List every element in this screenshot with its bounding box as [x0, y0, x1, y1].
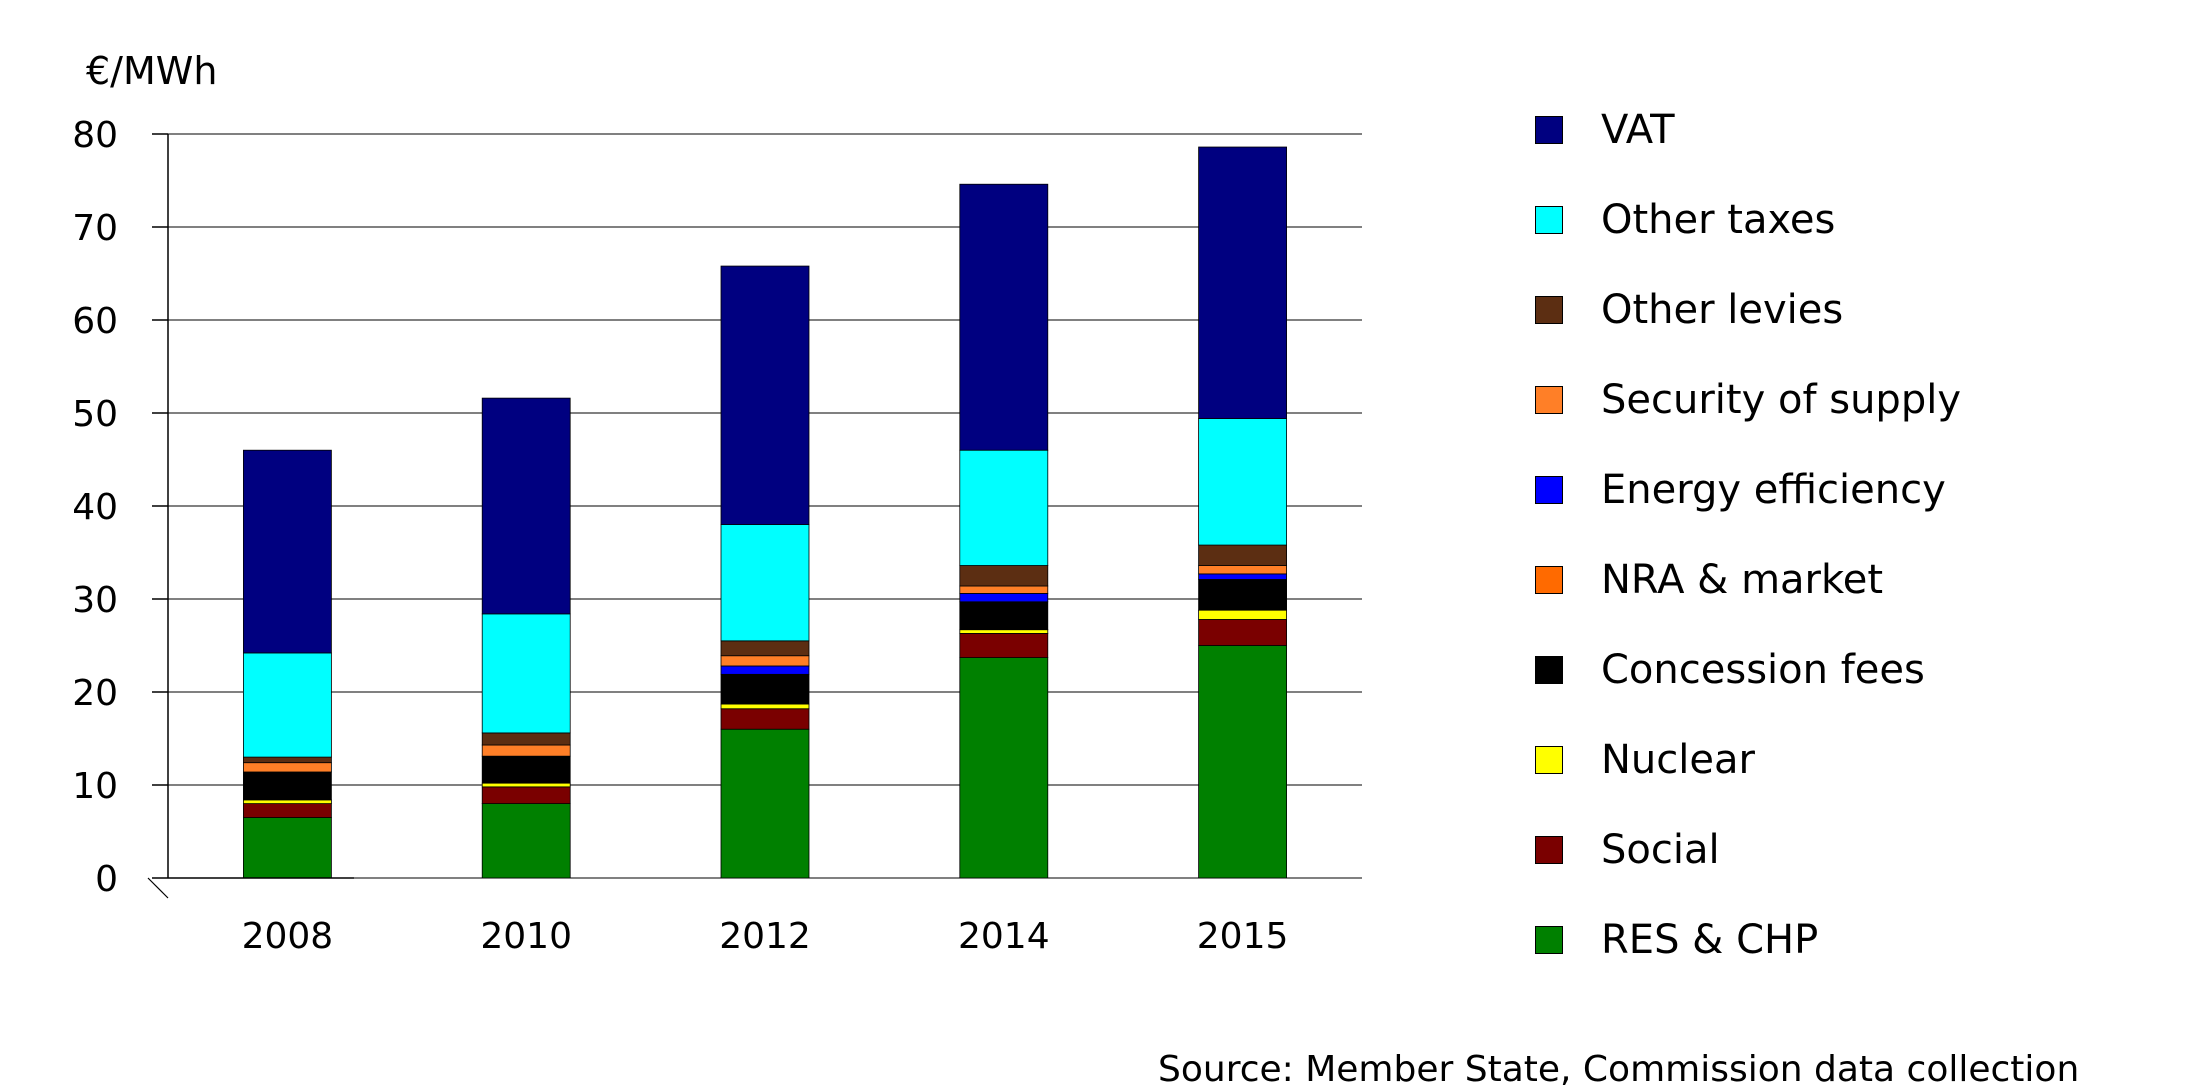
y-tick-label: 40	[72, 487, 118, 528]
bar-segment-vat	[242, 449, 332, 654]
bar-segment-other-taxes	[1198, 418, 1287, 546]
legend-label: NRA & market	[1601, 557, 1884, 603]
bar-segment-energy-efficiency	[1198, 573, 1287, 580]
bar-segment-other-taxes	[242, 652, 332, 758]
legend-label: VAT	[1601, 107, 1675, 153]
legend: VAT Other taxes Other levies Security of su…	[1535, 108, 2175, 1008]
bar-2014	[959, 183, 1049, 879]
legend-label: Concession fees	[1601, 647, 1925, 693]
legend-item: RES & CHP	[1535, 918, 2175, 1008]
bar-segment-nuclear	[481, 782, 571, 788]
legend-swatch	[1535, 296, 1563, 324]
bar-segment-res-chp	[481, 803, 571, 879]
bar-segment-res-chp	[959, 657, 1049, 879]
bar-segment-social	[481, 786, 571, 804]
bar-segment-security-of-supply	[1198, 565, 1287, 575]
x-tick-label: 2010	[480, 916, 572, 957]
x-tick-label: 2015	[1197, 916, 1289, 957]
y-tick-label: 10	[72, 766, 118, 807]
bar-segment-security-of-supply	[242, 762, 332, 773]
y-tick-label: 70	[72, 208, 118, 249]
x-tick-label: 2008	[242, 916, 334, 957]
y-tick-label: 50	[72, 394, 118, 435]
y-unit-label: €/MWh	[86, 49, 217, 93]
x-tick-label: 2014	[958, 916, 1050, 957]
bar-segment-other-levies	[720, 640, 810, 657]
bar-segment-security-of-supply	[959, 585, 1049, 594]
legend-label: Nuclear	[1601, 737, 1755, 783]
bar-segment-res-chp	[1198, 645, 1287, 879]
bar-segment-other-levies	[481, 732, 571, 746]
legend-item: Other taxes	[1535, 198, 2175, 288]
bar-segment-other-levies	[1198, 544, 1287, 566]
legend-item: Other levies	[1535, 288, 2175, 378]
bar-2012	[720, 265, 810, 879]
bar-segment-nuclear	[720, 703, 810, 710]
legend-swatch	[1535, 386, 1563, 414]
bar-segment-security-of-supply	[720, 655, 810, 667]
bar-segment-energy-efficiency	[720, 665, 810, 675]
legend-item: Security of supply	[1535, 378, 2175, 468]
bar-segment-security-of-supply	[481, 744, 571, 757]
bar-segment-res-chp	[242, 817, 332, 879]
legend-swatch	[1535, 206, 1563, 234]
bar-segment-concession-fees	[242, 771, 332, 801]
bar-segment-concession-fees	[959, 601, 1049, 631]
bar-segment-concession-fees	[481, 755, 571, 784]
y-tick-label: 30	[72, 580, 118, 621]
bar-2015	[1198, 146, 1287, 879]
bar-segment-concession-fees	[1198, 579, 1287, 611]
legend-item: VAT	[1535, 108, 2175, 198]
y-tick-label: 0	[95, 859, 118, 900]
legend-label: Other taxes	[1601, 197, 1836, 243]
legend-label: Other levies	[1601, 287, 1844, 333]
bars	[242, 146, 1287, 879]
bar-segment-vat	[959, 183, 1049, 451]
legend-swatch	[1535, 656, 1563, 684]
legend-label: Social	[1601, 827, 1720, 873]
legend-item: Nuclear	[1535, 738, 2175, 828]
legend-swatch	[1535, 476, 1563, 504]
bar-segment-energy-efficiency	[959, 593, 1049, 603]
bar-segment-other-levies	[242, 756, 332, 764]
legend-label: RES & CHP	[1601, 917, 1819, 963]
legend-item: Energy efficiency	[1535, 468, 2175, 558]
axis-break-mark	[147, 877, 169, 899]
bar-segment-other-levies	[959, 565, 1049, 587]
bar-2010	[481, 397, 571, 879]
legend-item: NRA & market	[1535, 558, 2175, 648]
axes: 0 10 20 30 40 50 60 70 80 2008 2010 2012 2014 2015	[72, 115, 1288, 957]
bar-segment-nuclear	[242, 799, 332, 805]
legend-swatch	[1535, 746, 1563, 774]
bar-segment-vat	[481, 397, 571, 615]
bar-segment-other-taxes	[481, 613, 571, 734]
bar-segment-vat	[720, 265, 810, 526]
bar-segment-social	[242, 803, 332, 818]
bar-segment-concession-fees	[720, 673, 810, 705]
bar-segment-social	[720, 708, 810, 730]
legend-label: Energy efficiency	[1601, 467, 1946, 513]
bar-segment-social	[1198, 619, 1287, 646]
bar-segment-nuclear	[959, 629, 1049, 634]
bar-segment-nuclear	[1198, 609, 1287, 620]
legend-item: Social	[1535, 828, 2175, 918]
y-tick-label: 20	[72, 673, 118, 714]
x-tick-label: 2012	[719, 916, 811, 957]
bar-segment-vat	[1198, 146, 1287, 419]
source-note: Source: Member State, Commission data co…	[1158, 1049, 2080, 1090]
bar-2008	[242, 449, 332, 879]
legend-label: Security of supply	[1601, 377, 1961, 423]
bar-segment-res-chp	[720, 728, 810, 879]
legend-item: Concession fees	[1535, 648, 2175, 738]
bar-segment-social	[959, 633, 1049, 658]
legend-swatch	[1535, 566, 1563, 594]
legend-swatch	[1535, 926, 1563, 954]
bar-segment-other-taxes	[959, 449, 1049, 566]
y-tick-label: 80	[72, 115, 118, 156]
legend-swatch	[1535, 836, 1563, 864]
bar-segment-other-taxes	[720, 524, 810, 642]
y-tick-label: 60	[72, 301, 118, 342]
legend-swatch	[1535, 116, 1563, 144]
